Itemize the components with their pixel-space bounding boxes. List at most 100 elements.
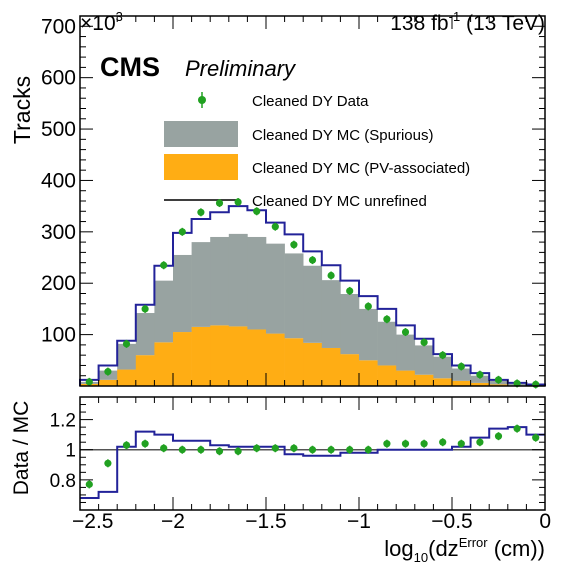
ratio-data-point <box>271 444 279 452</box>
pv-associated-bar <box>452 380 471 386</box>
data-point <box>234 198 242 206</box>
pv-associated-bar <box>359 360 378 386</box>
data-point <box>290 241 298 249</box>
legend-data-label: Cleaned DY Data <box>252 93 369 110</box>
pv-associated-bar <box>321 347 341 386</box>
data-point <box>476 371 484 379</box>
legend-entry-pv: Cleaned DY MC (PV-associated) <box>164 154 470 180</box>
top-plot <box>79 198 546 389</box>
y-multiplier-label: ×103 <box>80 9 123 35</box>
ratio-data-point <box>420 440 428 448</box>
spurious-bar <box>359 308 378 361</box>
ratio-data-point <box>215 447 224 455</box>
legend-pv-swatch <box>164 154 238 180</box>
data-point <box>308 256 317 264</box>
data-point <box>346 287 354 295</box>
data-point <box>271 223 279 231</box>
spurious-bar <box>228 233 248 327</box>
ratio-data-point <box>234 447 242 455</box>
data-point <box>513 379 521 388</box>
spurious-bar <box>377 321 397 366</box>
spurious-bar <box>135 313 155 356</box>
data-point <box>532 380 540 389</box>
ratio-y-tick-label: 1.2 <box>50 411 76 432</box>
spurious-bar <box>470 375 490 383</box>
pv-associated-bar <box>135 355 155 386</box>
spurious-bar <box>284 253 304 339</box>
data-point <box>215 199 224 207</box>
data-point <box>457 362 465 371</box>
top-y-tick-label: 200 <box>41 272 76 295</box>
ratio-y-tick-label: 1 <box>65 441 76 462</box>
pv-associated-bar <box>433 378 453 386</box>
pv-associated-bar <box>210 325 230 386</box>
spurious-bar <box>266 243 285 334</box>
x-tick-label: −2 <box>161 510 185 533</box>
legend: Cleaned DY Data Cleaned DY MC (Spurious)… <box>164 92 470 210</box>
top-y-tick-label: 500 <box>41 118 76 141</box>
x-axis-label: log10(dzError (cm)) <box>384 535 545 565</box>
pv-associated-bar <box>117 369 137 386</box>
data-point <box>420 338 428 346</box>
top-y-tick-label: 100 <box>41 324 76 347</box>
spurious-bar <box>321 280 341 348</box>
legend-entry-data: Cleaned DY Data <box>198 92 369 110</box>
pv-associated-bar <box>191 326 211 386</box>
legend-entry-spurious: Cleaned DY MC (Spurious) <box>164 121 433 147</box>
legend-unrefined-label: Cleaned DY MC unrefined <box>252 193 427 210</box>
ratio-data-point <box>104 459 112 467</box>
cms-label: CMS <box>100 52 160 82</box>
spurious-bar <box>414 345 434 375</box>
luminosity-label: 138 fb-1 (13 TeV) <box>390 9 545 35</box>
data-point <box>197 208 205 216</box>
legend-entry-unrefined: Cleaned DY MC unrefined <box>164 193 427 210</box>
pv-associated-bar <box>247 329 267 386</box>
spurious-bar <box>154 280 174 343</box>
data-point <box>439 351 447 359</box>
top-y-tick-label: 700 <box>41 15 76 38</box>
spurious-bar <box>191 242 211 327</box>
ratio-data-point <box>290 444 298 452</box>
pv-associated-bar <box>98 379 118 386</box>
pv-associated-bar <box>303 342 323 386</box>
spurious-bar <box>117 343 137 370</box>
ratio-data-point <box>178 446 186 454</box>
x-tick-label: 0 <box>539 510 551 533</box>
ratio-data-point <box>308 446 317 454</box>
ratio-data-point <box>327 446 335 454</box>
ratio-data-point <box>513 425 521 433</box>
x-tick-label: −2.5 <box>72 510 113 533</box>
ratio-unrefined-step-line <box>80 426 545 499</box>
data-point <box>122 340 131 348</box>
data-point <box>253 207 261 215</box>
pv-associated-bar <box>489 384 509 386</box>
x-tick-label: −1 <box>347 510 371 533</box>
spurious-bar <box>303 265 323 343</box>
axes: 100 200 300 400 500 600 700 0.8 1 1.2 −2.5 −2 −1.5 −1… <box>41 15 551 533</box>
data-point <box>364 302 372 310</box>
data-point <box>160 261 168 269</box>
ratio-plot <box>80 424 545 499</box>
ratio-data-point <box>364 446 372 454</box>
spurious-bar <box>340 294 360 355</box>
ratio-data-point <box>346 446 354 454</box>
spurious-bar <box>396 334 416 371</box>
preliminary-label: Preliminary <box>185 56 297 81</box>
legend-spurious-swatch <box>164 121 238 147</box>
data-point <box>104 368 112 376</box>
pv-associated-bar <box>266 333 285 386</box>
ratio-y-tick-label: 0.8 <box>50 471 76 492</box>
ratio-data-point <box>197 446 205 454</box>
pv-associated-bar <box>173 332 192 386</box>
ratio-panel-ylabel: Data / MC <box>10 401 33 496</box>
ratio-data-point <box>457 440 465 448</box>
pv-associated-bar <box>470 382 490 386</box>
ratio-data-point <box>253 444 261 452</box>
spurious-bar <box>210 236 230 326</box>
pv-associated-bar <box>396 370 416 386</box>
top-panel-ylabel: Tracks <box>9 76 35 144</box>
pv-associated-bar <box>284 338 304 386</box>
data-point <box>85 378 93 386</box>
data-point <box>383 315 391 323</box>
